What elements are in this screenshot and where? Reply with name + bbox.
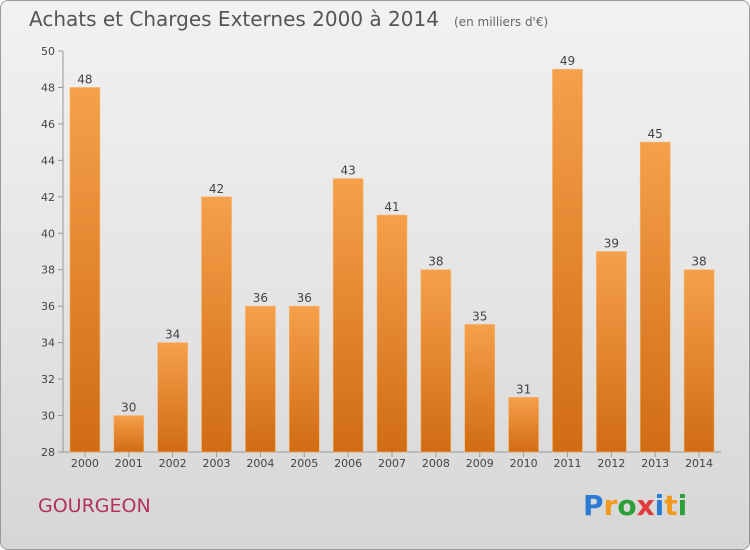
y-tick-label: 28 [41,446,55,459]
x-tick-label-2012: 2012 [597,457,625,470]
x-tick-label-2014: 2014 [685,457,713,470]
chart-subtitle: (en milliers d'€) [454,15,549,29]
bar-2006 [332,178,364,453]
logo-letter: o [617,489,637,522]
y-tick-label: 42 [41,191,55,204]
logo-letter: i [677,489,688,522]
data-label-2003: 42 [209,182,224,196]
logo-letter: i [654,489,665,522]
y-tick-label: 50 [41,45,55,58]
data-label-2010: 31 [516,382,531,396]
x-tick-label-2008: 2008 [422,457,450,470]
bar-2005 [288,305,320,453]
x-tick-label-2006: 2006 [334,457,362,470]
y-tick-label: 40 [41,227,55,240]
y-tick-label: 32 [41,373,55,386]
x-tick-label-2000: 2000 [71,457,99,470]
logo-letter: P [583,489,604,522]
x-tick-label-2005: 2005 [290,457,318,470]
y-tick-label: 44 [41,154,55,167]
data-label-2012: 39 [604,237,619,251]
title-row: Achats et Charges Externes 2000 à 2014 (… [29,7,548,31]
x-tick-label-2003: 2003 [203,457,231,470]
bars [69,68,715,453]
data-label-2000: 48 [77,72,92,86]
location-label: GOURGEON [38,495,151,517]
data-label-2014: 38 [691,255,706,269]
proxiti-logo: Proxiti [583,489,687,522]
y-tick-label: 38 [41,264,55,277]
data-labels: 48 30 34 42 36 36 43 41 38 35 31 49 39 45 38 [77,54,706,414]
logo-letter: x [636,489,655,522]
x-tick-label-2004: 2004 [246,457,274,470]
bar-2003 [201,196,232,453]
x-tick-label-2010: 2010 [510,457,538,470]
x-tick-label-2011: 2011 [553,457,581,470]
y-tick-label: 34 [41,337,55,350]
bar-2000 [69,87,101,453]
bar-2014 [683,269,715,453]
x-tick-label-2001: 2001 [115,457,143,470]
logo-letter: t [664,489,678,522]
data-label-2013: 45 [648,127,663,141]
bar-2004 [245,305,276,453]
x-tick-label-2007: 2007 [378,457,406,470]
y-tick-label: 46 [41,118,55,131]
bar-2011 [552,68,583,453]
axes: 28 30 32 34 36 38 40 42 44 46 48 50 2000 2001 2002 2003… [41,45,721,470]
data-label-2011: 49 [560,54,575,68]
data-label-2005: 36 [297,291,312,305]
data-label-2009: 35 [472,309,487,323]
data-label-2008: 38 [428,255,443,269]
bar-2002 [157,342,188,453]
data-label-2007: 41 [384,200,399,214]
bar-2007 [376,214,408,453]
data-label-2001: 30 [121,401,136,415]
x-tick-label-2009: 2009 [466,457,494,470]
chart-title: Achats et Charges Externes 2000 à 2014 [29,7,439,31]
bar-2013 [639,141,671,453]
y-tick-label: 36 [41,300,55,313]
bar-2001 [113,415,145,453]
y-tick-label: 48 [41,81,55,94]
x-tick-label-2013: 2013 [641,457,669,470]
y-tick-label: 30 [41,410,55,423]
bar-2012 [596,251,627,453]
bar-2008 [420,269,452,453]
bar-2010 [508,397,539,453]
data-label-2006: 43 [340,164,355,178]
logo-letter: r [603,489,618,522]
data-label-2004: 36 [253,291,268,305]
data-label-2002: 34 [165,328,180,342]
x-tick-label-2002: 2002 [159,457,187,470]
bar-2009 [464,324,496,453]
